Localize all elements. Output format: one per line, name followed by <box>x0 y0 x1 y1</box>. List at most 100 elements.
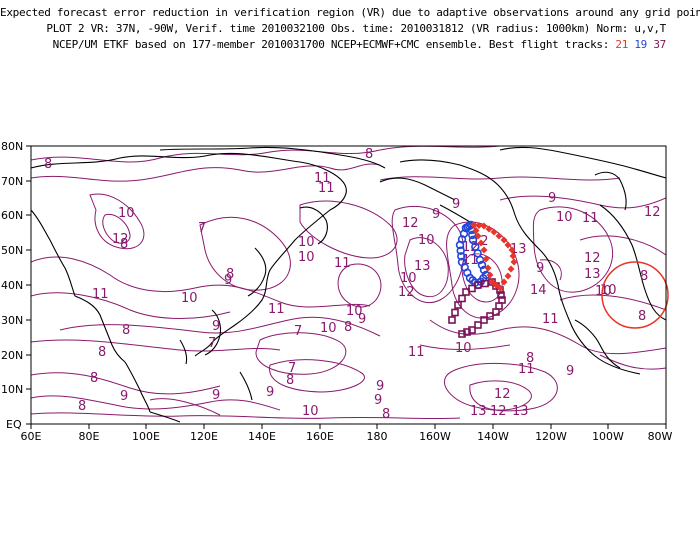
contour-label: 9 <box>212 319 220 334</box>
contour-label: 8 <box>365 147 373 162</box>
contour-label: 13 <box>512 404 529 419</box>
track-marker-red <box>482 255 490 263</box>
track-marker-red <box>488 278 496 286</box>
track-marker-red <box>500 236 508 244</box>
contour-label: 9 <box>432 207 440 222</box>
contour-label: 10 <box>298 250 315 265</box>
coastlines <box>31 146 666 423</box>
lat-label: 40N <box>1 279 23 292</box>
lon-label: 160W <box>419 430 451 443</box>
track-marker-blue <box>457 252 466 261</box>
lon-label: 120E <box>190 430 218 443</box>
contour-label: 9 <box>224 273 232 288</box>
contour-label: 10 <box>298 235 315 250</box>
track-marker-blue <box>475 255 485 265</box>
track-marker-red <box>495 232 503 240</box>
contour-label: 14 <box>530 283 547 298</box>
lat-label: 10N <box>1 383 23 396</box>
lon-label: 160E <box>306 430 334 443</box>
track-marker-red <box>480 246 488 254</box>
lon-label: 120W <box>535 430 567 443</box>
contour-label: 10 <box>400 271 417 286</box>
track-marker-purple <box>492 308 500 316</box>
lon-label: 140E <box>248 430 276 443</box>
contour-label: 10 <box>346 304 363 319</box>
contour-label: 7 <box>208 336 216 351</box>
contour-label: 12 <box>644 205 661 220</box>
track-marker-purple <box>486 312 494 320</box>
contour-label: 12 <box>490 404 507 419</box>
contour-label: 10 <box>455 341 472 356</box>
contour-label: 9 <box>120 389 128 404</box>
contour-label: 10 <box>302 404 319 419</box>
track-id-red: 21 <box>615 38 629 51</box>
lat-label: 70N <box>1 175 23 188</box>
plot-frame <box>30 145 667 425</box>
contour-label: 10 <box>118 206 135 221</box>
track-marker-purple <box>458 330 466 338</box>
contour-label: 7 <box>198 221 206 236</box>
track-marker-purple <box>481 279 489 288</box>
contour-label: 8 <box>638 309 646 324</box>
track-marker-red <box>504 241 512 249</box>
track-marker-red <box>508 246 516 254</box>
track-marker-red <box>477 239 485 247</box>
track-marker-red <box>470 221 478 229</box>
contour-labels: 8 11 9 10 12 7 8 11 10 10 11 9 9 10 11 1… <box>44 147 661 422</box>
contour-label: 8 <box>44 157 52 172</box>
contour-label: 9 <box>374 393 382 408</box>
track-marker-red <box>490 228 498 236</box>
contour-label: 7 <box>294 324 302 339</box>
contour-label: 11 <box>518 362 535 377</box>
contour-label: 9 <box>452 197 460 212</box>
contour-label: 8 <box>344 320 352 335</box>
contour-label: 12 <box>112 232 129 247</box>
lon-label: 80W <box>648 430 673 443</box>
contour-label: 10 <box>600 283 617 298</box>
lat-label: 60N <box>1 209 23 222</box>
verification-region-circle <box>601 261 669 329</box>
contour-label: 10 <box>556 210 573 225</box>
contour-label: 7 <box>288 361 296 376</box>
contour-label: 8 <box>90 371 98 386</box>
title-line-3-text: NCEP/UM ETKF based on 177-member 2010031… <box>52 38 610 51</box>
contour-label: 10 <box>418 233 435 248</box>
contour-label: 11 <box>408 345 425 360</box>
track-marker-blue <box>461 223 471 233</box>
contour-label: 8 <box>382 407 390 422</box>
track-marker-purple <box>454 301 462 309</box>
contour-label: 8 <box>640 269 648 284</box>
flight-track-21 <box>470 221 518 292</box>
title-line-2: PLOT 2 VR: 37N, -90W, Verif. time 201003… <box>46 22 666 35</box>
contour-label: 13 <box>584 267 601 282</box>
track-marker-red <box>500 278 508 286</box>
track-marker-purple <box>480 316 488 324</box>
title-line-1: Expected forecast error reduction in ver… <box>0 6 700 19</box>
contour-label: 13 <box>510 242 527 257</box>
track-marker-purple <box>497 291 505 299</box>
contour-label: 11 <box>318 181 335 196</box>
latitude-labels: 80N 70N 60N 50N 40N 30N 20N 10N EQ <box>1 140 23 431</box>
lon-label: 60E <box>21 430 42 443</box>
track-marker-purple <box>474 321 482 329</box>
track-marker-purple <box>451 308 459 317</box>
lon-label: 100E <box>132 430 160 443</box>
contour-label: 9 <box>548 191 556 206</box>
track-marker-purple <box>448 316 456 324</box>
lon-label: 180 <box>367 430 388 443</box>
contour-label: 12 <box>584 251 601 266</box>
contour-label: 9 <box>376 379 384 394</box>
title-line-3: NCEP/UM ETKF based on 177-member 2010031… <box>0 38 667 51</box>
track-marker-red <box>510 258 518 266</box>
contour-label: 10 <box>181 291 198 306</box>
track-marker-red <box>484 264 492 272</box>
contour-label: 9 <box>358 312 366 327</box>
contour-label: 8 <box>122 323 130 338</box>
contour-label: 8 <box>98 345 106 360</box>
track-marker-red <box>480 222 488 230</box>
contour-label: 11 <box>92 287 109 302</box>
contour-label: 8 <box>226 267 234 282</box>
track-marker-purple <box>495 302 503 310</box>
track-marker-blue <box>477 260 487 270</box>
contour-label: 8 <box>120 237 128 252</box>
